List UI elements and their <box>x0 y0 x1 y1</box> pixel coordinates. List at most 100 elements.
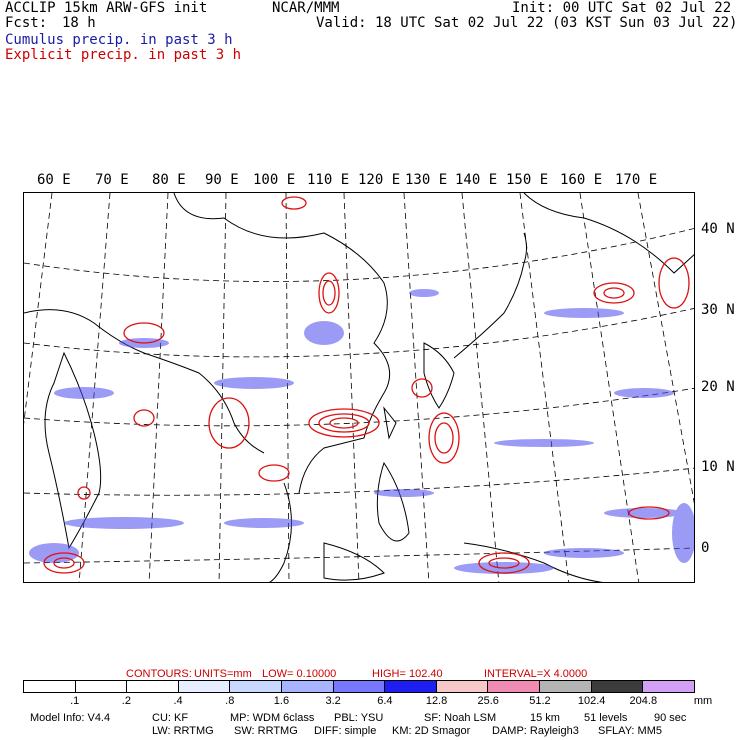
himalaya-border <box>24 309 265 454</box>
color-bar-label: 1.6 <box>273 695 290 707</box>
color-bar-label: .8 <box>225 695 235 707</box>
color-bar-label: .1 <box>70 695 80 707</box>
longitude-line-120e <box>403 193 430 582</box>
longitude-label: 160 E <box>560 172 603 188</box>
explicit-precip <box>43 196 690 574</box>
init-time: Init: 00 UTC Sat 02 Jul 22 <box>512 0 732 16</box>
longitude-line-70e <box>78 193 111 582</box>
color-bar-segment <box>333 681 386 692</box>
footer-mp: MP: WDM 6class <box>230 712 315 724</box>
longitude-line-130e <box>461 193 500 582</box>
color-bar-units: mm <box>693 695 713 707</box>
color-bar-label: 102.4 <box>577 695 606 707</box>
longitude-label: 80 E <box>152 172 186 188</box>
footer-levels: 51 levels <box>584 712 628 724</box>
legend-explicit: Explicit precip. in past 3 h <box>5 47 242 63</box>
footer-sw: SW: RRTMG <box>234 725 298 737</box>
color-bar-segment <box>643 681 694 692</box>
color-bar-segment <box>540 681 592 692</box>
footer-cu: CU: KF <box>152 712 189 724</box>
color-bar-label: .4 <box>173 695 183 707</box>
footer-model-info: Model Info: V4.4 <box>30 712 111 724</box>
footer-resolution: 15 km <box>530 712 560 724</box>
latitude-line-40n <box>24 228 694 282</box>
contours-label: CONTOURS: <box>126 668 192 680</box>
contours-interval: INTERVAL=X 4.0000 <box>484 668 588 680</box>
latitude-label: 30 N <box>701 302 735 318</box>
color-bar-segment <box>230 681 283 692</box>
longitude-line-140e <box>519 193 570 582</box>
latitude-line-10n <box>24 467 694 496</box>
footer-timestep: 90 sec <box>654 712 687 724</box>
latitude-label: 10 N <box>701 459 735 475</box>
valid-time: Valid: 18 UTC Sat 02 Jul 22 (03 KST Sun … <box>316 15 738 31</box>
legend-cumulus: Cumulus precip. in past 3 h <box>5 32 233 48</box>
latitude-label: 40 N <box>701 221 735 237</box>
longitude-line-100e <box>285 193 290 582</box>
color-bar-segment <box>591 681 644 692</box>
forecast-hour: 18 h <box>62 15 96 31</box>
precipitation-map <box>23 192 695 583</box>
contours-low: LOW= 0.10000 <box>262 668 337 680</box>
longitude-label: 130 E <box>405 172 448 188</box>
latitude-line-30n <box>24 308 694 358</box>
philippines-outline <box>376 461 410 542</box>
footer-sf: SF: Noah LSM <box>424 712 497 724</box>
latitude-line-0 <box>24 547 694 564</box>
footer-km: KM: 2D Smagor <box>392 725 471 737</box>
longitude-line-60e <box>24 193 53 425</box>
footer-diff: DIFF: simple <box>314 725 377 737</box>
model-title: ACCLIP 15km ARW-GFS init <box>5 0 208 16</box>
footer-sflay: SFLAY: MM5 <box>598 725 662 737</box>
longitude-label: 170 E <box>615 172 658 188</box>
graticule <box>24 193 694 582</box>
footer-pbl: PBL: YSU <box>334 712 384 724</box>
new-guinea-outline <box>463 542 604 582</box>
china-coast <box>173 193 391 494</box>
longitude-line-150e <box>579 193 640 582</box>
color-bar-label: 3.2 <box>325 695 341 707</box>
kamchatka-outline <box>523 193 694 274</box>
malay-peninsula <box>269 482 292 582</box>
longitude-label: 60 E <box>37 172 71 188</box>
color-bar-segment <box>24 681 76 692</box>
latitude-line-20n <box>24 387 694 427</box>
forecast-label: Fcst: <box>5 15 48 31</box>
longitude-label: 100 E <box>253 172 296 188</box>
cumulus-precip <box>29 289 694 574</box>
color-bar-label: 6.4 <box>377 695 393 707</box>
color-bar-segment <box>178 681 231 692</box>
color-bar-label: 51.2 <box>529 695 551 707</box>
color-bar-segment <box>127 681 179 692</box>
color-bar-segment <box>75 681 128 692</box>
color-bar-label: 204.8 <box>629 695 658 707</box>
color-bar-label: 25.6 <box>477 695 499 707</box>
taiwan-outline <box>383 406 397 440</box>
color-bar-segment <box>385 681 437 692</box>
map-canvas <box>24 193 694 582</box>
longitude-label: 150 E <box>506 172 549 188</box>
longitude-line-80e <box>148 193 169 582</box>
borneo-outline <box>323 542 385 581</box>
footer-lw: LW: RRTMG <box>152 725 214 737</box>
latitude-label: 0 <box>701 540 710 556</box>
color-bar <box>23 680 695 693</box>
longitude-line-110e <box>343 193 360 582</box>
longitude-label: 70 E <box>95 172 129 188</box>
india-outline <box>44 351 102 550</box>
organization: NCAR/MMM <box>272 0 340 16</box>
korea-outline <box>423 342 455 409</box>
longitude-label: 140 E <box>455 172 498 188</box>
color-bar-label: 12.8 <box>425 695 448 707</box>
color-bar-segment <box>488 681 541 692</box>
color-bar-segment <box>436 681 489 692</box>
color-bar-segment <box>282 681 334 692</box>
japan-outline <box>453 232 527 359</box>
latitude-label: 20 N <box>701 379 735 395</box>
longitude-line-90e <box>218 193 227 582</box>
footer-damp: DAMP: Rayleigh3 <box>492 725 579 737</box>
longitude-label: 110 E <box>307 172 350 188</box>
contours-high: HIGH= 102.40 <box>372 668 443 680</box>
contours-units: UNITS=mm <box>194 668 252 680</box>
longitude-label: 120 E <box>358 172 401 188</box>
